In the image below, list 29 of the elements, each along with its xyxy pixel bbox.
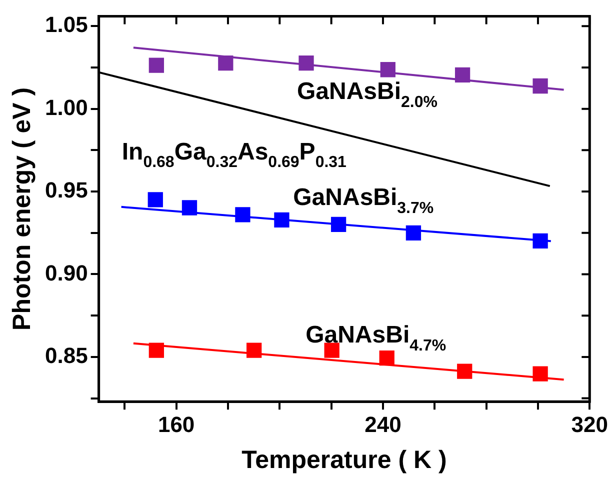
point bbox=[532, 233, 548, 249]
point bbox=[406, 225, 422, 240]
y-tick-label: 1.00 bbox=[44, 94, 88, 120]
point bbox=[148, 58, 164, 73]
y-axis-title: Photon energy ( eV ) bbox=[8, 87, 36, 330]
point bbox=[235, 207, 250, 222]
x-tick-label: 160 bbox=[158, 412, 195, 437]
x-axis-title: Temperature ( K ) bbox=[242, 446, 447, 474]
y-tick-label: 0.85 bbox=[44, 343, 88, 368]
y-tick-label: 1.05 bbox=[44, 12, 88, 38]
point bbox=[454, 67, 470, 82]
point bbox=[148, 192, 163, 208]
point bbox=[380, 62, 396, 78]
point bbox=[457, 364, 472, 379]
point bbox=[532, 78, 548, 94]
point bbox=[330, 216, 346, 232]
point bbox=[532, 366, 548, 382]
y-tick-label: 0.95 bbox=[44, 178, 88, 203]
point bbox=[274, 212, 290, 228]
x-tick-label: 240 bbox=[364, 412, 402, 437]
point bbox=[298, 55, 314, 71]
point bbox=[379, 350, 394, 366]
point bbox=[218, 55, 234, 71]
point bbox=[148, 342, 164, 358]
point bbox=[246, 342, 262, 358]
point bbox=[324, 342, 340, 358]
point bbox=[182, 200, 198, 216]
x-tick-label: 320 bbox=[571, 412, 608, 437]
y-tick-label: 0.90 bbox=[44, 260, 88, 286]
